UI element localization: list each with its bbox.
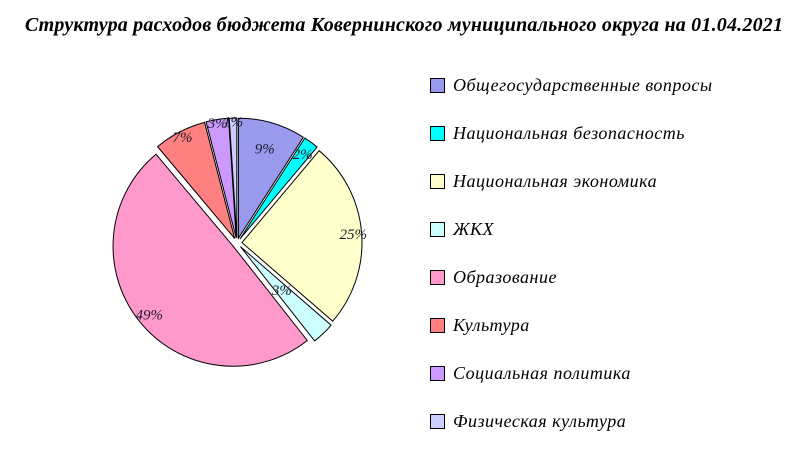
legend-swatch-2 xyxy=(430,173,445,189)
legend-item-0: Общегосударственные вопросы xyxy=(430,74,713,96)
pie-slice-label-5: 7% xyxy=(173,130,193,146)
pie-slice-2 xyxy=(241,149,363,322)
pie-slice-5 xyxy=(156,121,236,239)
pie-slice-label-2: 25% xyxy=(339,227,367,243)
pie-slice-6 xyxy=(205,117,237,239)
pie-slice-3 xyxy=(240,246,332,342)
legend-swatch-3 xyxy=(430,221,445,237)
legend-label-6: Социальная политика xyxy=(453,362,631,383)
pie-slice-0 xyxy=(237,117,304,240)
legend-swatch-1 xyxy=(430,125,445,141)
legend-item-5: Культура xyxy=(430,314,713,336)
legend-swatch-5 xyxy=(430,317,445,333)
legend-label-0: Общегосударственные вопросы xyxy=(453,74,713,95)
pie-slice-7 xyxy=(228,117,238,239)
legend-label-5: Культура xyxy=(453,314,530,335)
legend-swatch-7 xyxy=(430,413,445,429)
pie-slice-label-6: 3% xyxy=(207,116,228,132)
pie-slice-label-0: 9% xyxy=(255,141,275,157)
legend-item-2: Национальная экономика xyxy=(430,170,713,192)
pie-slice-label-1: 2% xyxy=(293,147,313,163)
chart-title: Структура расходов бюджета Ковернинского… xyxy=(24,14,784,36)
legend-item-3: ЖКХ xyxy=(430,218,713,240)
legend-label-1: Национальная безопасность xyxy=(453,122,685,143)
pie-slice-label-7: 1% xyxy=(223,115,243,131)
legend: Общегосударственные вопросы Национальная … xyxy=(430,74,713,458)
legend-label-3: ЖКХ xyxy=(453,218,494,239)
pie-slice-label-4: 49% xyxy=(136,307,164,323)
legend-swatch-4 xyxy=(430,269,445,285)
pie-slice-label-3: 3% xyxy=(271,283,292,299)
legend-label-7: Физическая культура xyxy=(453,410,627,431)
legend-swatch-6 xyxy=(430,365,445,381)
pie-slice-4 xyxy=(112,153,309,367)
legend-label-4: Образование xyxy=(453,266,557,287)
legend-item-4: Образование xyxy=(430,266,713,288)
legend-label-2: Национальная экономика xyxy=(453,170,658,191)
pie-slice-1 xyxy=(239,137,318,240)
legend-item-7: Физическая культура xyxy=(430,410,713,432)
legend-item-1: Национальная безопасность xyxy=(430,122,713,144)
legend-swatch-0 xyxy=(430,77,445,93)
legend-item-6: Социальная политика xyxy=(430,362,713,384)
